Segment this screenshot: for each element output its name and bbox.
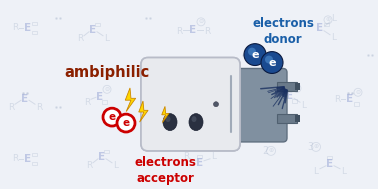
Text: L: L [341,167,347,176]
Text: ⊕: ⊕ [313,144,319,149]
Text: R: R [84,98,90,107]
Text: R: R [12,23,18,32]
FancyBboxPatch shape [148,64,233,80]
Text: R: R [86,161,92,170]
Text: R: R [334,95,340,104]
Text: L: L [302,101,307,110]
Polygon shape [139,101,148,122]
Text: E: E [287,91,294,101]
Text: ⊖: ⊖ [198,19,204,24]
Text: R: R [12,154,18,163]
Text: E: E [22,94,29,104]
Text: E: E [327,159,333,169]
Text: L: L [104,34,110,43]
FancyBboxPatch shape [224,68,287,142]
Bar [277,82,297,91]
Bar [295,115,300,122]
Text: R: R [8,103,14,112]
Bar [32,153,37,156]
Text: e: e [108,112,116,122]
Text: E: E [197,158,204,168]
Bar [327,156,332,159]
Text: E: E [96,92,104,102]
Text: E: E [316,23,324,33]
Text: L: L [332,33,336,42]
Text: ⊖: ⊖ [104,87,110,92]
Text: E: E [347,94,353,104]
Text: E: E [25,23,31,33]
Circle shape [265,56,273,64]
Ellipse shape [166,116,170,122]
Polygon shape [162,106,169,122]
Bar [292,99,297,103]
Ellipse shape [192,116,197,122]
Text: L: L [113,161,118,170]
Bar [102,100,107,104]
Text: E: E [98,152,105,162]
FancyBboxPatch shape [141,58,240,151]
Text: L: L [332,14,336,23]
Circle shape [103,108,121,126]
Text: ⊕: ⊕ [294,86,300,91]
Text: R: R [176,27,182,36]
Bar [32,162,37,165]
Circle shape [117,114,135,132]
Ellipse shape [163,114,177,131]
Text: L: L [212,152,217,161]
Polygon shape [125,88,136,112]
Text: 3: 3 [307,142,313,152]
Circle shape [261,52,283,74]
Text: L: L [313,167,319,176]
Bar [95,23,100,26]
Text: R: R [204,27,210,36]
Bar [277,114,297,123]
Text: electrons
donor: electrons donor [252,17,314,46]
Text: R: R [77,34,83,43]
Ellipse shape [189,114,203,131]
Text: R: R [274,92,280,101]
Text: e: e [251,50,259,60]
Bar [295,83,300,90]
Text: E: E [25,154,31,164]
Text: ⊖: ⊖ [355,90,361,95]
Text: e: e [268,57,276,67]
Bar [32,22,37,25]
Text: e: e [122,118,130,128]
Text: E: E [90,25,96,35]
Circle shape [214,102,218,107]
Text: electrons
acceptor: electrons acceptor [134,156,196,185]
FancyBboxPatch shape [141,58,240,151]
Bar [32,31,37,34]
Bar [354,102,359,106]
Bar [197,155,202,158]
Text: 2: 2 [262,146,268,156]
Bar [104,150,109,153]
Bar [324,23,329,26]
Text: ⊕: ⊕ [268,148,274,153]
Text: ⊕: ⊕ [325,17,331,22]
Text: ambiphilic: ambiphilic [64,65,150,80]
Text: R: R [183,152,189,161]
Circle shape [244,44,266,66]
Text: R: R [36,103,42,112]
Circle shape [248,48,256,56]
Text: E: E [189,25,197,35]
